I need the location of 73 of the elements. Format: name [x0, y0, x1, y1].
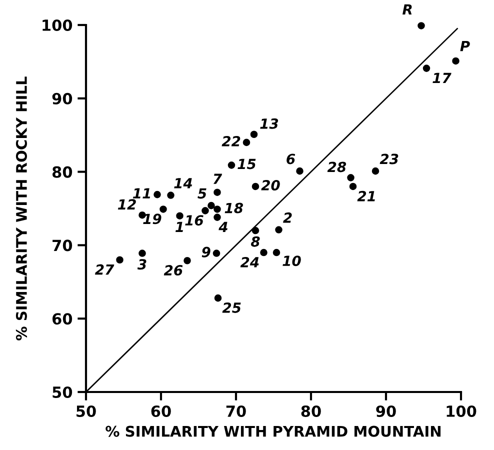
annotation: R	[402, 4, 412, 15]
y-axis-title: % SIMILARITY WITH ROCKY HILL	[16, 76, 27, 340]
point	[214, 188, 221, 196]
annotation: 20	[261, 180, 280, 191]
annotation: 12	[118, 199, 136, 210]
annotation: 26	[164, 265, 183, 276]
annotation: 13	[260, 118, 278, 129]
annotation: 6	[286, 154, 296, 164]
x-tick-label: 100	[446, 405, 476, 418]
point	[202, 207, 209, 214]
point	[260, 248, 268, 256]
point	[116, 256, 124, 264]
annotation: 11	[132, 188, 150, 198]
annotation: 10	[282, 256, 301, 266]
annotation: 7	[214, 174, 222, 184]
x-tick-label: 70	[226, 405, 246, 418]
y-tick-label: 70	[52, 240, 72, 252]
point	[214, 214, 221, 221]
x-tick-label: 90	[376, 405, 396, 418]
annotation: 5	[198, 188, 206, 199]
y-tick-label: 60	[52, 313, 72, 325]
x-tick-label: 50	[76, 405, 96, 418]
point	[228, 162, 236, 169]
point	[275, 226, 282, 234]
annotation: 24	[240, 256, 259, 268]
y-tick-label: 100	[42, 19, 72, 32]
y-tick-label: 80	[52, 166, 72, 178]
point	[212, 250, 220, 257]
point	[422, 64, 430, 72]
annotation: P	[460, 41, 470, 52]
point	[452, 57, 460, 65]
point	[138, 250, 146, 257]
point	[214, 294, 222, 302]
point	[252, 226, 260, 234]
annotation: 23	[380, 154, 398, 164]
annotation: 8	[250, 236, 260, 247]
point	[214, 206, 221, 213]
point	[176, 212, 184, 220]
point	[349, 182, 357, 190]
annotation: 28	[327, 162, 346, 172]
annotation: 21	[357, 190, 375, 202]
annotation: 1	[176, 222, 183, 232]
point	[242, 138, 250, 146]
point	[160, 206, 167, 213]
point	[154, 190, 161, 198]
point	[418, 22, 425, 30]
point	[250, 130, 258, 138]
annotation: 22	[222, 136, 240, 146]
point	[167, 192, 174, 199]
annotation: 3	[137, 259, 146, 270]
annotation: 14	[174, 178, 192, 188]
x-tick-label: 60	[151, 405, 171, 418]
annotation: 25	[222, 302, 241, 313]
point	[208, 202, 215, 210]
point	[272, 248, 280, 256]
point	[184, 256, 191, 264]
annotation: 17	[432, 72, 452, 84]
y-tick-label: 90	[52, 92, 72, 104]
x-tick-label: 80	[301, 405, 321, 418]
annotation: 2	[283, 212, 292, 223]
annotation: 19	[143, 214, 162, 224]
point	[296, 167, 304, 175]
point	[347, 174, 354, 182]
annotation: 9	[202, 246, 210, 258]
annotation: 18	[224, 202, 244, 214]
point	[252, 182, 260, 190]
annotation: 16	[185, 215, 204, 226]
annotation: 4	[218, 222, 228, 232]
x-axis-title: % SIMILARITY WITH PYRAMID MOUNTAIN	[106, 426, 441, 437]
point	[372, 167, 380, 175]
y-tick-label: 50	[52, 386, 72, 398]
annotation: 27	[94, 264, 114, 275]
annotation: 15	[238, 158, 256, 170]
